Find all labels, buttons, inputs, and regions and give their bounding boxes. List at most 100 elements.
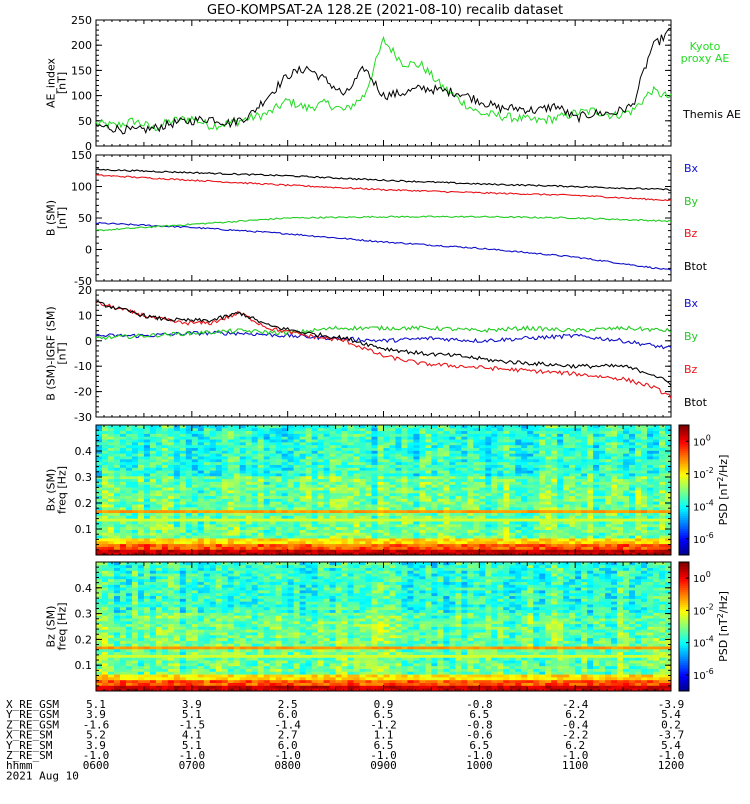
spectrogram-cell [198, 549, 204, 552]
spectrogram-cell [234, 433, 240, 436]
spectrogram-cell [455, 498, 461, 501]
spectrogram-cell [228, 504, 234, 507]
spectrogram-cell [210, 450, 216, 453]
spectrogram-cell [234, 518, 240, 521]
spectrogram-cell [491, 433, 497, 436]
spectrogram-cell [653, 507, 659, 510]
spectrogram-cell [348, 510, 354, 513]
spectrogram-cell [641, 538, 647, 541]
spectrogram-cell [521, 524, 527, 527]
spectrogram-cell [132, 498, 138, 501]
spectrogram-cell [503, 487, 509, 490]
spectrogram-cell [641, 445, 647, 448]
spectrogram-cell [593, 524, 599, 527]
spectrogram-cell [641, 544, 647, 547]
ae-panel-ytick-label: 200 [71, 39, 92, 52]
spectrogram-cell [330, 507, 336, 510]
spectrogram-cell [443, 498, 449, 501]
spectrogram-cell [120, 532, 126, 535]
spectrogram-cell [294, 521, 300, 524]
spectrogram-cell [401, 470, 407, 473]
spectrogram-cell [360, 436, 366, 439]
spectrogram-cell [485, 436, 491, 439]
spectrogram-cell [192, 496, 198, 499]
spectrogram-cell [401, 439, 407, 442]
spectrogram-cell [132, 428, 138, 431]
spectrogram-cell [246, 482, 252, 485]
spectrogram-cell [413, 465, 419, 468]
spectrogram-cell [306, 439, 312, 442]
spectrogram-cell [378, 445, 384, 448]
spectrogram-cell [419, 524, 425, 527]
spectrogram-cell [527, 431, 533, 434]
spectrogram-cell [521, 465, 527, 468]
b-sm-panel-series-bz [96, 175, 671, 201]
spectrogram-cell [210, 510, 216, 513]
spectrogram-cell [473, 498, 479, 501]
spectrogram-cell [485, 547, 491, 550]
spectrogram-cell [509, 521, 515, 524]
spectrogram-cell [234, 473, 240, 476]
spectrogram-cell [204, 501, 210, 504]
spectrogram-cell [497, 530, 503, 533]
spectrogram-cell [617, 479, 623, 482]
spectrogram-cell [258, 436, 264, 439]
spectrogram-cell [168, 439, 174, 442]
spectrogram-cell [491, 538, 497, 541]
spectrogram-cell [324, 484, 330, 487]
spectrogram-cell [348, 530, 354, 533]
spectrogram-cell [545, 498, 551, 501]
spectrogram-cell [258, 476, 264, 479]
spectrogram-cell [294, 459, 300, 462]
spectrogram-cell [491, 442, 497, 445]
spectrogram-cell [318, 530, 324, 533]
spectrogram-cell [204, 527, 210, 530]
spectrogram-cell [467, 442, 473, 445]
spectrogram-cell [342, 450, 348, 453]
spectrogram-cell [246, 439, 252, 442]
spectrogram-cell [623, 462, 629, 465]
spectrogram-cell [653, 473, 659, 476]
spectrogram-cell [425, 473, 431, 476]
spectrogram-cell [485, 518, 491, 521]
spectrogram-cell [527, 493, 533, 496]
spectrogram-cell [593, 513, 599, 516]
spectrogram-cell [605, 493, 611, 496]
spectrogram-cell [258, 541, 264, 544]
spectrogram-cell [378, 470, 384, 473]
ae-panel-ytick-label: 50 [78, 115, 92, 128]
spectrogram-cell [132, 504, 138, 507]
spectrogram-cell [509, 431, 515, 434]
spectrogram-cell [587, 535, 593, 538]
spectrogram-cell [389, 521, 395, 524]
spectrogram-cell [455, 493, 461, 496]
spectrogram-cell [312, 484, 318, 487]
spectrogram-cell [533, 442, 539, 445]
spectrogram-cell [557, 527, 563, 530]
spectrogram-cell [623, 498, 629, 501]
spectrogram-cell [497, 456, 503, 459]
spectrogram-cell [509, 467, 515, 470]
spectrogram-cell [228, 493, 234, 496]
spectrogram-cell [96, 524, 102, 527]
spectrogram-cell [521, 439, 527, 442]
spectrogram-cell [413, 547, 419, 550]
spectrogram-cell [114, 510, 120, 513]
spectrogram-cell [635, 450, 641, 453]
spectrogram-cell [557, 473, 563, 476]
spectrogram-cell [611, 476, 617, 479]
spectrogram-cell [401, 467, 407, 470]
spectrogram-cell [581, 487, 587, 490]
spectrogram-cell [252, 527, 258, 530]
spectrogram-cell [108, 496, 114, 499]
spectrogram-cell [443, 524, 449, 527]
spectrogram-cell [264, 445, 270, 448]
spectrogram-cell [276, 484, 282, 487]
spectrogram-cell [324, 501, 330, 504]
spectrogram-cell [114, 532, 120, 535]
spectrogram-cell [258, 515, 264, 518]
spectrogram-cell [635, 479, 641, 482]
spectrogram-cell [198, 439, 204, 442]
spectrogram-cell [533, 470, 539, 473]
spectrogram-cell [174, 428, 180, 431]
